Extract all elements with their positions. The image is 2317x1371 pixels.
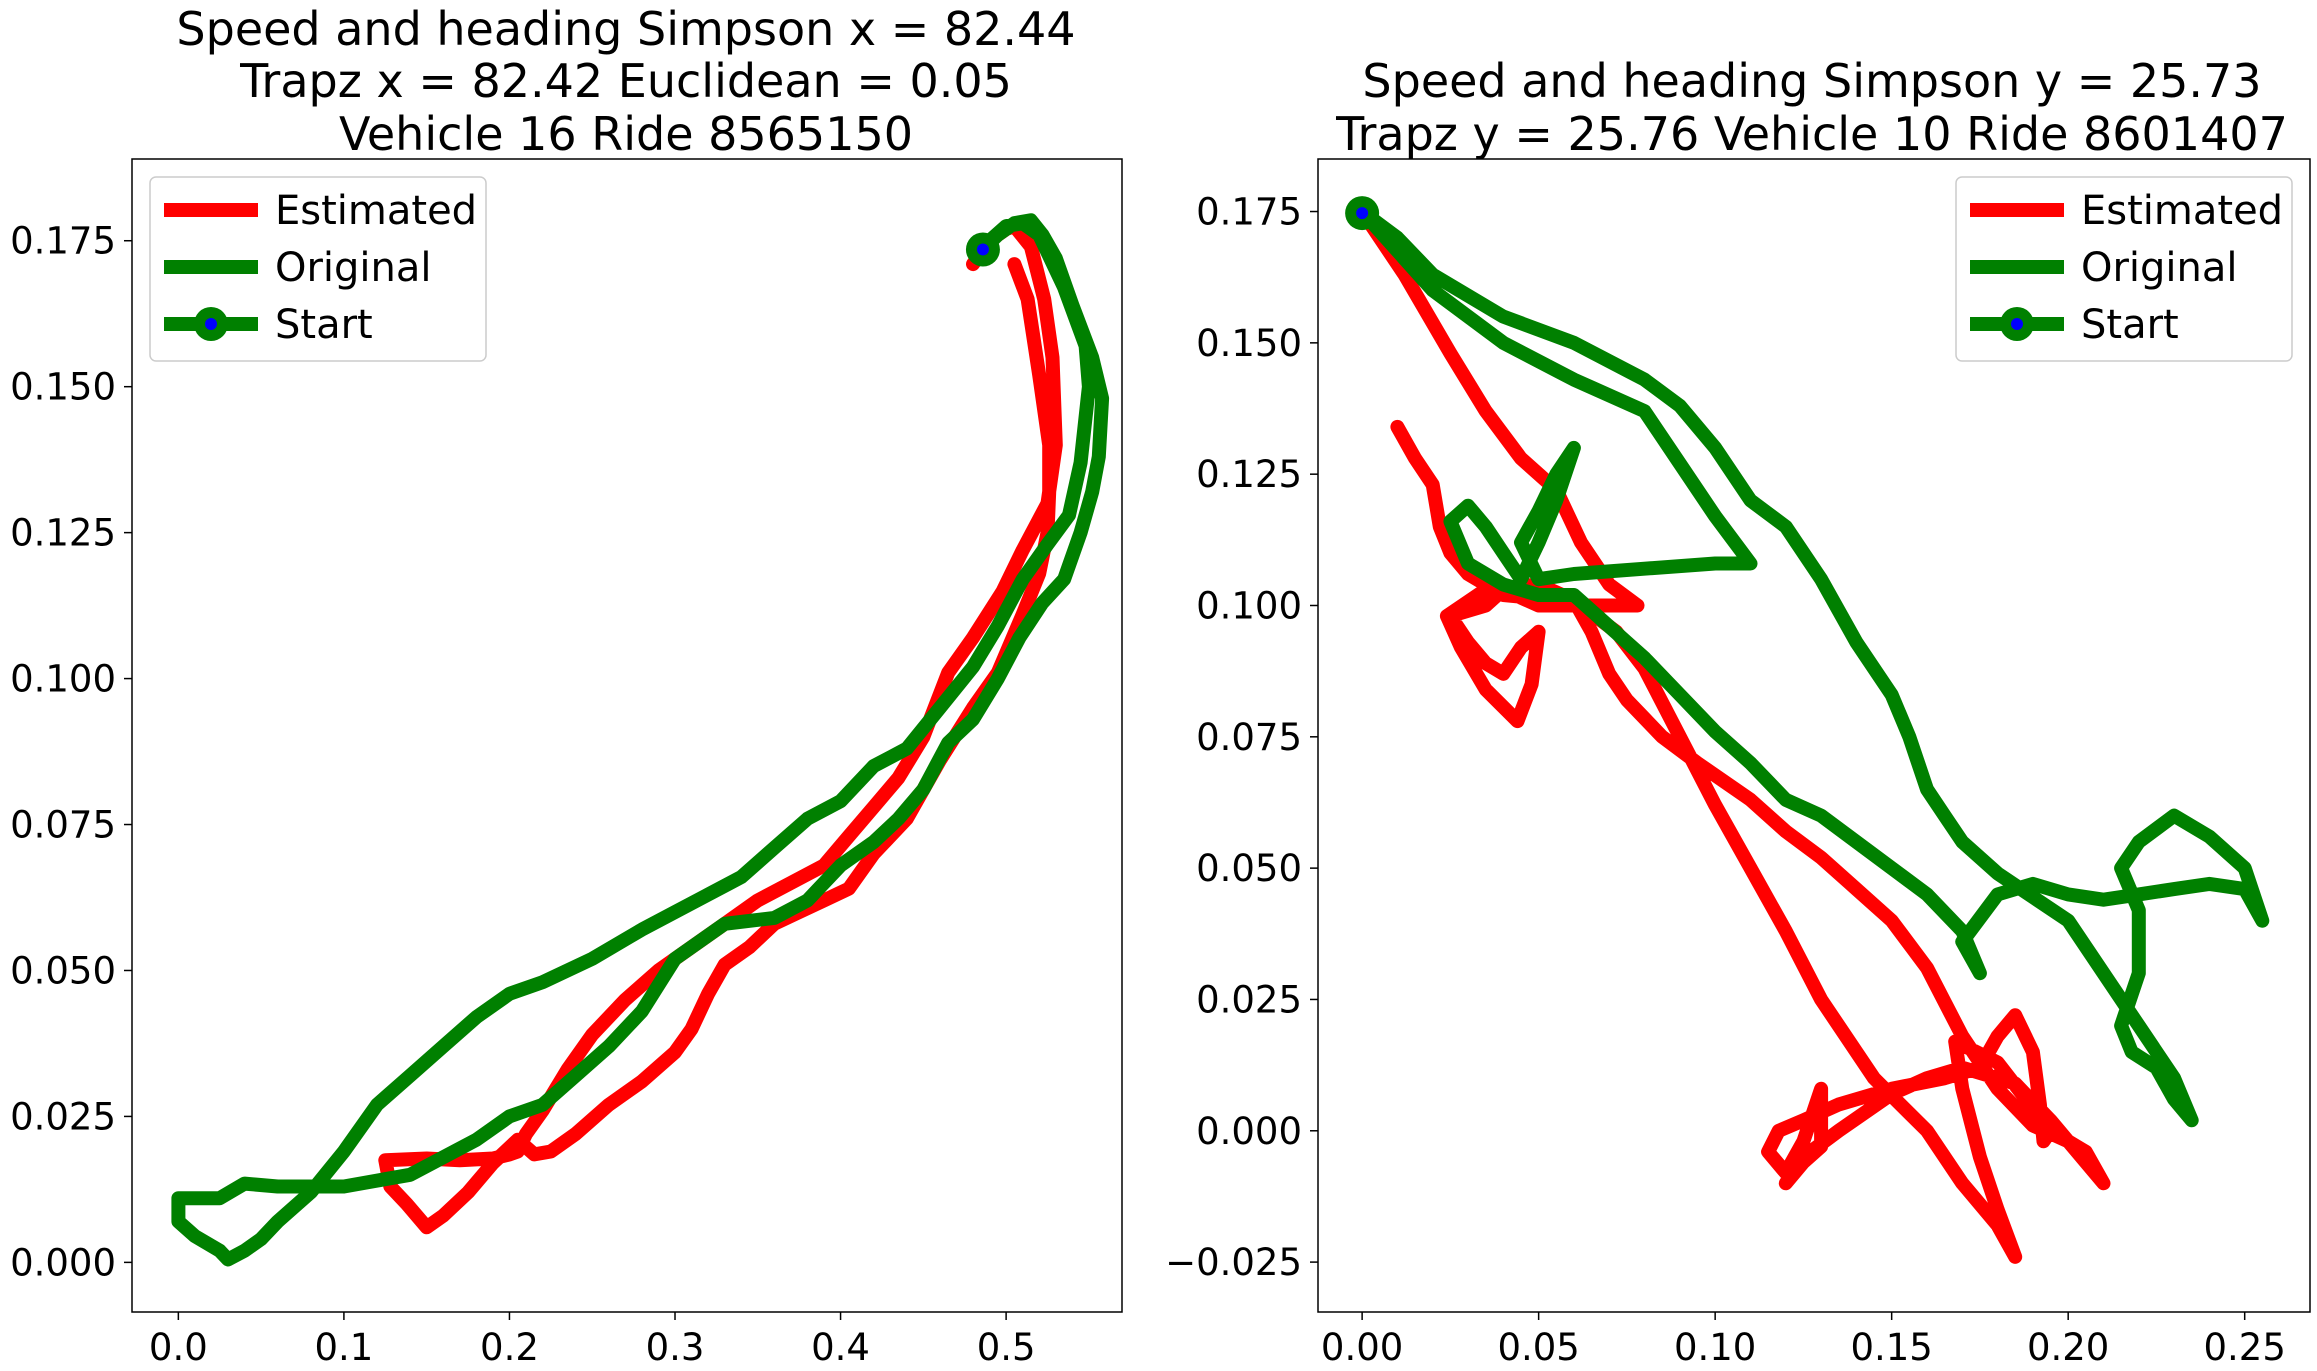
right-x-tick-label: 0.05 bbox=[1497, 1326, 1579, 1369]
right-y-tick-label: 0.025 bbox=[1196, 978, 1302, 1021]
right-subplot: Speed and heading Simpson y = 25.73 Trap… bbox=[1165, 54, 2311, 1369]
left-ticks: 0.0 0.1 0.2 0.3 0.4 0.5 0.000 0.025 0.050 0.075 0.… bbox=[10, 220, 1035, 1369]
right-legend-label-start: Start bbox=[2081, 302, 2179, 348]
left-x-tick-label: 0.4 bbox=[811, 1326, 870, 1369]
left-x-tick-label: 0.1 bbox=[314, 1326, 373, 1369]
left-x-tick-label: 0.2 bbox=[480, 1326, 539, 1369]
right-y-tick-label: 0.175 bbox=[1196, 191, 1302, 234]
left-y-tick-label: 0.025 bbox=[10, 1095, 116, 1138]
left-plot-area bbox=[171, 213, 1110, 1267]
left-legend-frame bbox=[149, 176, 487, 362]
left-y-tick-label: 0.050 bbox=[10, 949, 116, 992]
left-y-tick-label: 0.150 bbox=[10, 366, 116, 409]
right-x-tick-label: 0.00 bbox=[1321, 1326, 1403, 1369]
right-x-tick-label: 0.15 bbox=[1850, 1326, 1932, 1369]
right-y-tick-label: −0.025 bbox=[1165, 1241, 1302, 1284]
right-y-tick-label: 0.075 bbox=[1196, 716, 1302, 759]
right-ticks: 0.00 0.05 0.10 0.15 0.20 0.25 −0.025 0.000 0.025… bbox=[1165, 191, 2286, 1369]
left-subplot: Speed and heading Simpson x = 82.44 Trap… bbox=[10, 2, 1123, 1369]
left-original-line bbox=[171, 213, 1110, 1267]
left-start-marker-center bbox=[976, 243, 989, 256]
left-legend-label-original: Original bbox=[275, 245, 432, 291]
right-title-line-1: Speed and heading Simpson y = 25.73 bbox=[1362, 54, 2261, 108]
left-y-tick-label: 0.100 bbox=[10, 658, 116, 701]
right-estimated-line bbox=[1355, 204, 2111, 1264]
right-y-tick-label: 0.000 bbox=[1196, 1110, 1302, 1153]
left-x-tick-label: 0.0 bbox=[149, 1326, 208, 1369]
right-y-tick-label: 0.050 bbox=[1196, 847, 1302, 890]
right-title-line-2: Trapz y = 25.76 Vehicle 10 Ride 8601407 bbox=[1335, 107, 2288, 161]
left-legend: Estimated Original Start bbox=[149, 176, 487, 362]
left-y-tick-label: 0.175 bbox=[10, 220, 116, 263]
left-legend-label-start: Start bbox=[275, 302, 373, 348]
left-y-tick-label: 0.125 bbox=[10, 512, 116, 555]
right-x-tick-label: 0.10 bbox=[1674, 1326, 1756, 1369]
right-axes-frame bbox=[1317, 158, 2311, 1313]
left-x-tick-label: 0.5 bbox=[977, 1326, 1036, 1369]
left-x-tick-label: 0.3 bbox=[646, 1326, 705, 1369]
left-y-tick-label: 0.075 bbox=[10, 804, 116, 847]
right-legend-start-marker-center bbox=[2011, 318, 2023, 330]
right-legend-label-estimated: Estimated bbox=[2081, 188, 2283, 234]
right-y-tick-label: 0.100 bbox=[1196, 584, 1302, 627]
right-start-marker-center bbox=[1356, 207, 1369, 220]
right-plot-area bbox=[1345, 196, 2270, 1264]
left-title-line-1: Speed and heading Simpson x = 82.44 bbox=[176, 2, 1075, 56]
left-y-tick-label: 0.000 bbox=[10, 1241, 116, 1284]
right-x-tick-label: 0.25 bbox=[2203, 1326, 2285, 1369]
left-title-line-2: Trapz x = 82.42 Euclidean = 0.05 bbox=[239, 54, 1012, 108]
left-legend-start-marker-center bbox=[205, 318, 217, 330]
left-title-line-3: Vehicle 16 Ride 8565150 bbox=[339, 107, 913, 161]
right-legend: Estimated Original Start bbox=[1955, 176, 2293, 362]
right-legend-label-original: Original bbox=[2081, 245, 2238, 291]
right-y-tick-label: 0.125 bbox=[1196, 453, 1302, 496]
left-axes-frame bbox=[131, 158, 1123, 1313]
right-y-tick-label: 0.150 bbox=[1196, 322, 1302, 365]
right-x-tick-label: 0.20 bbox=[2027, 1326, 2109, 1369]
right-legend-frame bbox=[1955, 176, 2293, 362]
right-original-line bbox=[1355, 204, 2270, 1128]
left-legend-label-estimated: Estimated bbox=[275, 188, 477, 234]
